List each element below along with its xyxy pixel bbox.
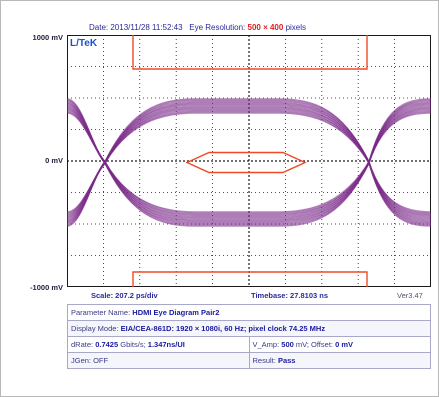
vamp-unit: mV; Offset:	[295, 340, 333, 349]
parameter-name-cell: Parameter Name: HDMI Eye Diagram Pair2	[67, 304, 431, 321]
resolution-unit: pixels	[285, 23, 307, 32]
brand-logo: L/TeK	[70, 38, 98, 49]
parameter-name-value: HDMI Eye Diagram Pair2	[132, 308, 220, 317]
resolution-value: 500 × 400	[247, 23, 284, 32]
eye-masks	[132, 35, 368, 287]
table-row: Display Mode: EIA/CEA-861D: 1920 × 1080i…	[67, 320, 431, 337]
eye-trace-bottom	[104, 162, 370, 227]
parameter-name-label: Parameter Name:	[71, 308, 131, 317]
display-mode-label: Display Mode:	[71, 324, 119, 333]
offset-value: 0 mV	[335, 340, 354, 349]
eye-plot-canvas	[67, 35, 431, 287]
y-axis-mid-label: 0 mV	[45, 156, 63, 165]
result-cell: Result: Pass	[248, 352, 431, 369]
eye-trace-right-top	[368, 112, 431, 163]
vamp-label: V_Amp:	[252, 340, 280, 349]
drate-ui: 1.347ns/UI	[147, 340, 185, 349]
timebase-readout: Timebase: 27.8103 ns	[251, 291, 328, 300]
eye-trace-left-bottom	[67, 162, 106, 227]
date-label: Date:	[89, 23, 109, 32]
eye-plot	[67, 35, 431, 287]
eye-trace-top	[104, 112, 370, 163]
drate-label: dRate:	[71, 340, 94, 349]
display-mode-cell: Display Mode: EIA/CEA-861D: 1920 × 1080i…	[67, 320, 431, 337]
eye-trace-right-bottom	[368, 162, 431, 227]
table-row: JGen: OFF Result: Pass	[67, 352, 431, 369]
jgen-cell: JGen: OFF	[67, 352, 250, 369]
parameter-table: Parameter Name: HDMI Eye Diagram Pair2 D…	[67, 304, 431, 369]
display-mode-value: EIA/CEA-861D: 1920 × 1080i, 60 Hz; pixel…	[120, 324, 326, 333]
vamp-value: 500	[281, 340, 294, 349]
resolution-label: Eye Resolution:	[189, 23, 246, 32]
result-label: Result:	[252, 356, 276, 365]
lower-mask	[132, 271, 368, 287]
scale-readout: Scale: 207.2 ps/div	[91, 291, 158, 300]
drate-cell: dRate: 0.7425 Gbits/s; 1.347ns/UI	[67, 336, 250, 353]
drate-unit: Gbits/s;	[120, 340, 146, 349]
drate-value: 0.7425	[95, 340, 119, 349]
y-axis-bottom-label: -1000 mV	[30, 283, 63, 292]
header-info: Date: 2013/11/28 11:52:43 Eye Resolution…	[89, 23, 409, 32]
date-value: 2013/11/28 11:52:43	[110, 23, 183, 32]
eye-trace-left-top	[67, 112, 106, 163]
center-eye-mask	[185, 151, 307, 174]
result-value: Pass	[277, 356, 296, 365]
table-row: dRate: 0.7425 Gbits/s; 1.347ns/UI V_Amp:…	[67, 336, 431, 353]
version-label: Ver3.47	[397, 291, 423, 300]
vamp-cell: V_Amp: 500 mV; Offset: 0 mV	[248, 336, 431, 353]
eye-traces	[67, 98, 431, 227]
table-row: Parameter Name: HDMI Eye Diagram Pair2	[67, 304, 431, 321]
jgen-status: JGen: OFF	[71, 356, 109, 365]
upper-mask	[132, 35, 368, 70]
y-axis-top-label: 1000 mV	[32, 33, 63, 42]
